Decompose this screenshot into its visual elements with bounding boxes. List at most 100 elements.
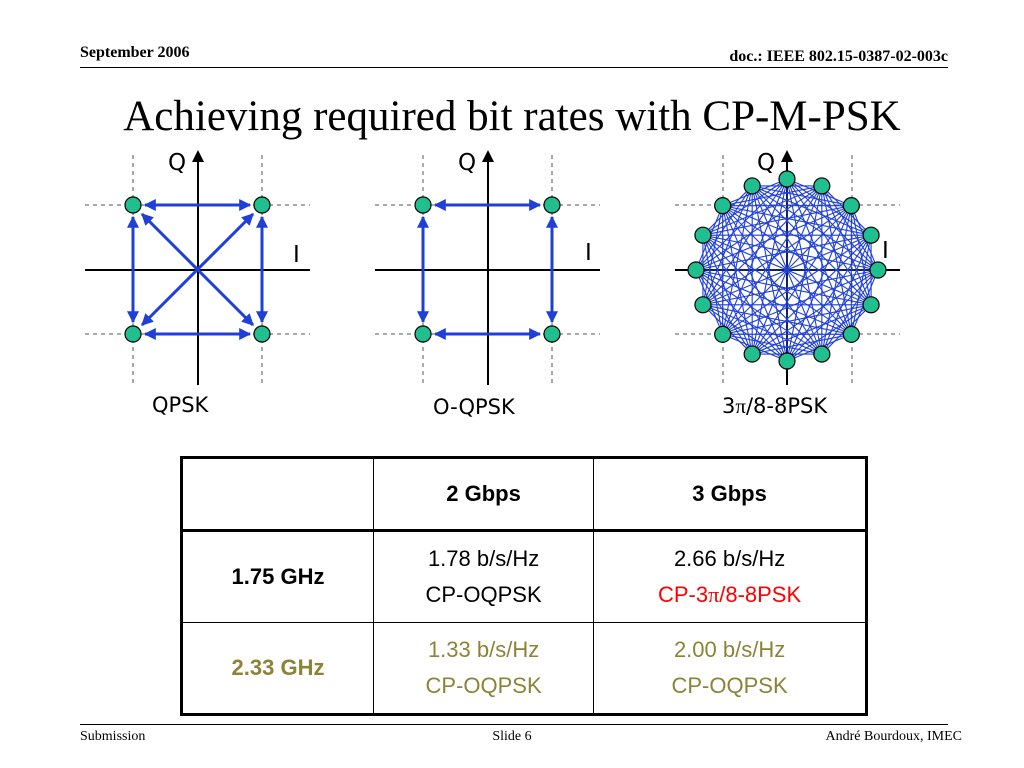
transition-line xyxy=(722,185,753,335)
transition-line xyxy=(722,205,823,355)
transition-line xyxy=(821,185,879,271)
header-date: September 2006 xyxy=(80,44,190,61)
constellation-point xyxy=(694,226,712,244)
transition-line xyxy=(722,205,753,355)
oqpsk-diagram: Q I O-QPSK xyxy=(375,150,600,419)
q-axis-arrowhead xyxy=(781,150,793,162)
constellation-point xyxy=(778,170,796,188)
column-header-3gbps: 3 Gbps xyxy=(593,457,867,532)
footer-rule xyxy=(80,724,948,725)
table-cell: 1.33 b/s/Hz CP-OQPSK xyxy=(372,622,595,715)
transition-line xyxy=(702,205,852,306)
table-cell: 2.00 b/s/Hz CP-OQPSK xyxy=(593,622,867,715)
transition-line xyxy=(751,178,788,355)
bit-rate-table: 2 Gbps 3 Gbps 1.75 GHz 1.78 b/s/Hz CP-OQ… xyxy=(180,456,868,716)
transition-line xyxy=(722,234,872,335)
table-row: 2.33 GHz 1.33 b/s/Hz CP-OQPSK 2.00 b/s/H… xyxy=(181,622,867,715)
transition-mesh xyxy=(695,178,879,362)
constellation-point xyxy=(862,296,880,314)
row-header-2-33ghz: 2.33 GHz xyxy=(181,622,374,715)
q-axis-label: Q xyxy=(757,150,775,176)
constellation-point xyxy=(842,325,860,343)
header-rule xyxy=(80,67,948,68)
constellation-points xyxy=(414,196,561,343)
transition-line xyxy=(722,205,879,271)
column-header-2gbps: 2 Gbps xyxy=(372,457,595,532)
transition-line xyxy=(695,269,823,355)
transition-line xyxy=(695,269,753,355)
transition-line xyxy=(695,269,872,306)
transition-line xyxy=(702,178,788,236)
header-doc-id: doc.: IEEE 802.15-0387-02-003c xyxy=(729,48,948,65)
8psk-caption: 3π/8-8PSK xyxy=(722,394,828,418)
transition-line xyxy=(702,235,724,335)
qpsk-diagram: Q I QPSK xyxy=(85,150,310,417)
q-axis-label: Q xyxy=(458,150,476,176)
constellation-point xyxy=(743,345,761,363)
transition-line xyxy=(751,185,788,362)
transition-line xyxy=(786,185,823,362)
footer-author: André Bourdoux, IMEC xyxy=(825,729,963,744)
transition-line xyxy=(722,185,823,335)
table-header-row: 2 Gbps 3 Gbps xyxy=(181,457,867,532)
constellation-point xyxy=(813,345,831,363)
constellation-point xyxy=(813,177,831,195)
transition-line xyxy=(751,185,823,355)
cell-modulation: CP-3π/8-8PSK xyxy=(657,582,802,607)
transition-line xyxy=(702,269,879,306)
table-corner-cell xyxy=(181,457,374,532)
transition-line xyxy=(702,304,788,362)
constellation-point xyxy=(842,197,860,215)
transition-line xyxy=(751,185,872,306)
q-axis-arrowhead xyxy=(192,150,204,162)
transition-line xyxy=(702,234,788,362)
cell-modulation: CP-OQPSK xyxy=(425,673,542,698)
footer-slide-number: Slide 6 xyxy=(492,729,532,744)
constellation-point xyxy=(743,177,761,195)
constellation-point xyxy=(687,261,705,279)
cell-rate: 2.00 b/s/Hz xyxy=(673,637,786,662)
transition-line xyxy=(695,185,753,271)
cell-rate: 2.66 b/s/Hz xyxy=(673,546,786,571)
constellation-point xyxy=(694,296,712,314)
transition-line xyxy=(850,235,872,335)
transition-line xyxy=(702,185,753,306)
constellation-points xyxy=(687,170,887,370)
row-header-1-75ghz: 1.75 GHz xyxy=(181,530,374,623)
transition-line xyxy=(702,234,852,335)
oqpsk-caption: O-QPSK xyxy=(433,395,516,419)
transition-line xyxy=(751,185,872,236)
constellation-point xyxy=(869,261,887,279)
constellation-point xyxy=(714,325,732,343)
i-axis-label: I xyxy=(585,240,592,266)
transition-line xyxy=(786,178,823,355)
transition-line xyxy=(821,269,879,355)
transition-line xyxy=(751,205,852,355)
constellation-point xyxy=(862,226,880,244)
transition-line xyxy=(702,234,753,355)
qpsk-caption: QPSK xyxy=(152,393,210,417)
constellation-point xyxy=(778,352,796,370)
transition-line xyxy=(850,205,872,305)
constellation-point xyxy=(714,197,732,215)
transition-arrows xyxy=(417,199,558,340)
table-cell: 2.66 b/s/Hz CP-3π/8-8PSK xyxy=(593,530,867,623)
constellation-diagrams: Q I QPSK Q I xyxy=(85,150,900,419)
transition-line xyxy=(751,185,852,335)
slide-title: Achieving required bit rates with CP-M-P… xyxy=(123,93,901,140)
transition-line xyxy=(722,205,872,306)
transition-line xyxy=(695,234,872,271)
transition-line xyxy=(786,304,872,362)
transition-line xyxy=(752,333,852,355)
q-axis-label: Q xyxy=(168,150,186,176)
transition-line xyxy=(751,185,879,271)
i-axis-label: I xyxy=(293,242,300,268)
cell-rate: 1.78 b/s/Hz xyxy=(427,546,540,571)
transition-line xyxy=(722,185,822,207)
footer-submission: Submission xyxy=(80,729,146,744)
transition-arrows xyxy=(127,199,268,340)
transition-line xyxy=(702,234,879,271)
i-axis-label: I xyxy=(882,238,889,264)
q-axis-arrowhead xyxy=(482,150,494,162)
transition-line xyxy=(722,333,822,355)
